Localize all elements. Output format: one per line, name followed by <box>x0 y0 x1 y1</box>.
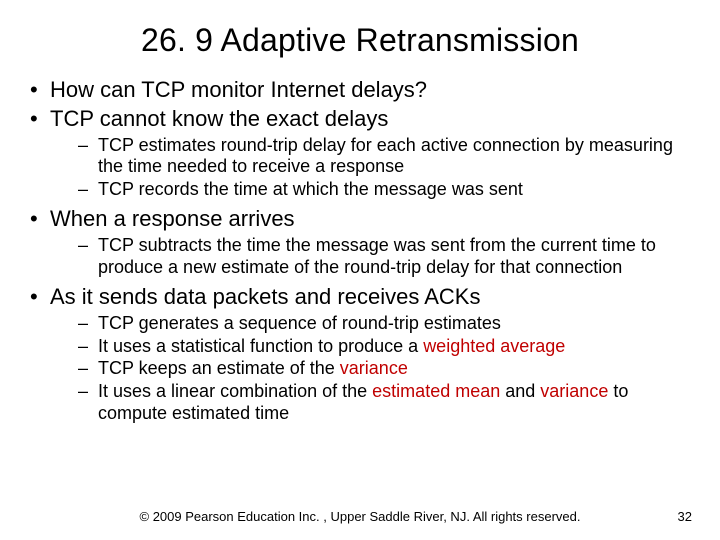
sub-item: It uses a statistical function to produc… <box>78 336 692 358</box>
sub-text: and <box>500 381 540 401</box>
sub-item: TCP generates a sequence of round-trip e… <box>78 313 692 335</box>
highlight-text: weighted average <box>423 336 565 356</box>
bullet-item: TCP cannot know the exact delays TCP est… <box>28 106 692 201</box>
bullet-item: How can TCP monitor Internet delays? <box>28 77 692 104</box>
sub-item: TCP keeps an estimate of the variance <box>78 358 692 380</box>
sub-list: TCP generates a sequence of round-trip e… <box>50 313 692 424</box>
sub-item: TCP records the time at which the messag… <box>78 179 692 201</box>
sub-text: TCP records the time at which the messag… <box>98 179 523 199</box>
copyright-text: © 2009 Pearson Education Inc. , Upper Sa… <box>0 509 720 524</box>
slide-title: 26. 9 Adaptive Retransmission <box>28 22 692 59</box>
sub-text: TCP estimates round-trip delay for each … <box>98 135 673 177</box>
highlight-text: variance <box>340 358 408 378</box>
sub-list: TCP estimates round-trip delay for each … <box>50 135 692 201</box>
bullet-text: As it sends data packets and receives AC… <box>50 284 480 309</box>
sub-text: It uses a statistical function to produc… <box>98 336 423 356</box>
sub-text: TCP keeps an estimate of the <box>98 358 340 378</box>
sub-text: It uses a linear combination of the <box>98 381 372 401</box>
sub-item: TCP estimates round-trip delay for each … <box>78 135 692 178</box>
bullet-item: As it sends data packets and receives AC… <box>28 284 692 424</box>
page-number: 32 <box>678 509 692 524</box>
slide: 26. 9 Adaptive Retransmission How can TC… <box>0 0 720 540</box>
bullet-text: When a response arrives <box>50 206 295 231</box>
bullet-list: How can TCP monitor Internet delays? TCP… <box>28 77 692 424</box>
sub-item: It uses a linear combination of the esti… <box>78 381 692 424</box>
highlight-text: variance <box>540 381 608 401</box>
bullet-item: When a response arrives TCP subtracts th… <box>28 206 692 278</box>
bullet-text: TCP cannot know the exact delays <box>50 106 388 131</box>
sub-list: TCP subtracts the time the message was s… <box>50 235 692 278</box>
bullet-text: How can TCP monitor Internet delays? <box>50 77 427 102</box>
footer: © 2009 Pearson Education Inc. , Upper Sa… <box>0 509 720 524</box>
sub-text: TCP subtracts the time the message was s… <box>98 235 656 277</box>
sub-text: TCP generates a sequence of round-trip e… <box>98 313 501 333</box>
highlight-text: estimated mean <box>372 381 500 401</box>
sub-item: TCP subtracts the time the message was s… <box>78 235 692 278</box>
